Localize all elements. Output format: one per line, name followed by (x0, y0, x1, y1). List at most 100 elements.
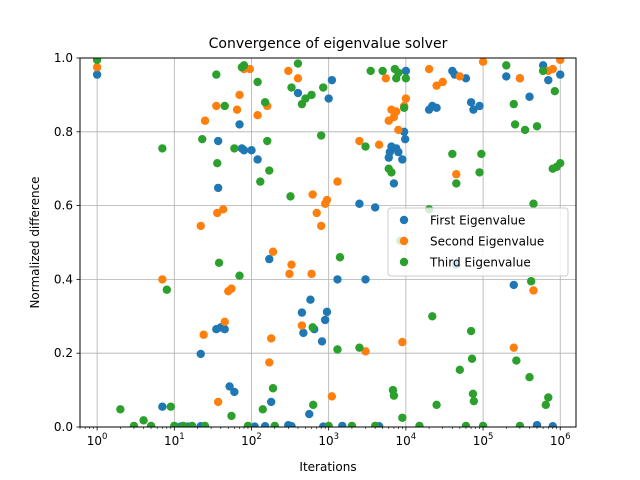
data-point (317, 131, 326, 140)
y-tick-label: 1.0 (54, 51, 73, 65)
legend-marker (399, 236, 409, 246)
data-point (227, 284, 236, 293)
data-point (398, 413, 407, 422)
data-point (389, 391, 399, 400)
series-1 (92, 61, 565, 427)
data-point (401, 66, 411, 76)
data-point (200, 116, 210, 125)
data-point (469, 396, 479, 406)
data-point (287, 260, 296, 269)
data-point (452, 179, 461, 188)
data-point (213, 158, 222, 168)
data-point (293, 88, 303, 98)
data-point (394, 68, 403, 77)
data-point (299, 328, 308, 338)
data-point (510, 120, 520, 129)
data-point (469, 105, 478, 114)
data-point (220, 325, 229, 334)
data-point (287, 422, 296, 427)
series-3 (92, 58, 565, 427)
data-point (394, 125, 403, 135)
data-point (525, 372, 534, 382)
y-axis-title: Normalized difference (28, 176, 42, 308)
y-tick-label: 0.2 (54, 346, 73, 360)
data-point (526, 277, 536, 286)
legend-box (387, 207, 569, 277)
data-point (146, 421, 156, 427)
data-point (301, 94, 310, 103)
data-point (538, 66, 548, 76)
data-point (317, 337, 327, 346)
data-point (220, 101, 229, 111)
data-point (400, 134, 410, 144)
data-point (392, 107, 401, 116)
data-point (267, 334, 276, 343)
data-point (401, 74, 411, 83)
data-point (327, 392, 337, 401)
data-point (286, 192, 295, 201)
data-point (324, 94, 333, 103)
data-point (92, 58, 102, 65)
data-point (297, 308, 307, 317)
data-point (477, 149, 486, 159)
data-point (529, 199, 538, 208)
data-point (475, 101, 484, 111)
x-tick-exponent: 6 (565, 432, 570, 442)
data-point (468, 389, 478, 398)
data-point (247, 146, 256, 155)
data-point (239, 146, 249, 155)
x-tick-exponent: 5 (488, 432, 493, 442)
data-point (265, 358, 274, 367)
data-point (467, 354, 477, 363)
series-2 (92, 58, 565, 407)
data-point (200, 421, 210, 427)
data-point (258, 405, 267, 414)
data-point (544, 75, 553, 85)
data-point (556, 58, 565, 65)
data-point (452, 170, 461, 179)
data-point (219, 205, 228, 214)
data-point (235, 271, 244, 280)
data-point (502, 72, 511, 81)
data-point (361, 347, 370, 356)
legend-label: First Eigenvalue (430, 214, 525, 228)
data-point (287, 83, 296, 92)
data-point (116, 405, 125, 414)
data-point (250, 422, 259, 427)
data-point (220, 317, 229, 327)
data-point (541, 400, 550, 410)
data-point (212, 70, 221, 79)
data-point (361, 275, 370, 284)
data-point (225, 382, 234, 391)
data-point (333, 177, 342, 186)
x-tick-exponent: 2 (256, 432, 261, 442)
legend-label: Third Eigenvalue (429, 256, 531, 270)
data-point (556, 70, 565, 79)
data-point (268, 247, 278, 256)
data-point (92, 63, 102, 72)
data-point (129, 421, 139, 427)
data-point (253, 110, 262, 120)
data-point (306, 295, 315, 304)
data-point (297, 321, 307, 330)
data-point (338, 421, 347, 427)
data-point (253, 155, 262, 164)
data-point (307, 269, 316, 279)
data-point (187, 421, 197, 427)
data-point (515, 74, 525, 83)
data-point (512, 356, 521, 365)
data-point (284, 66, 293, 76)
data-point (347, 421, 357, 427)
data-point (139, 416, 148, 425)
data-point (509, 99, 518, 109)
data-point (308, 190, 317, 199)
data-point (327, 75, 337, 85)
data-point (239, 61, 249, 70)
data-point (243, 421, 253, 427)
data-point (92, 70, 102, 79)
data-point (196, 349, 205, 359)
data-point (374, 140, 384, 149)
x-tick-exponent: 1 (179, 432, 184, 442)
data-point (322, 307, 332, 317)
data-point (333, 275, 342, 284)
